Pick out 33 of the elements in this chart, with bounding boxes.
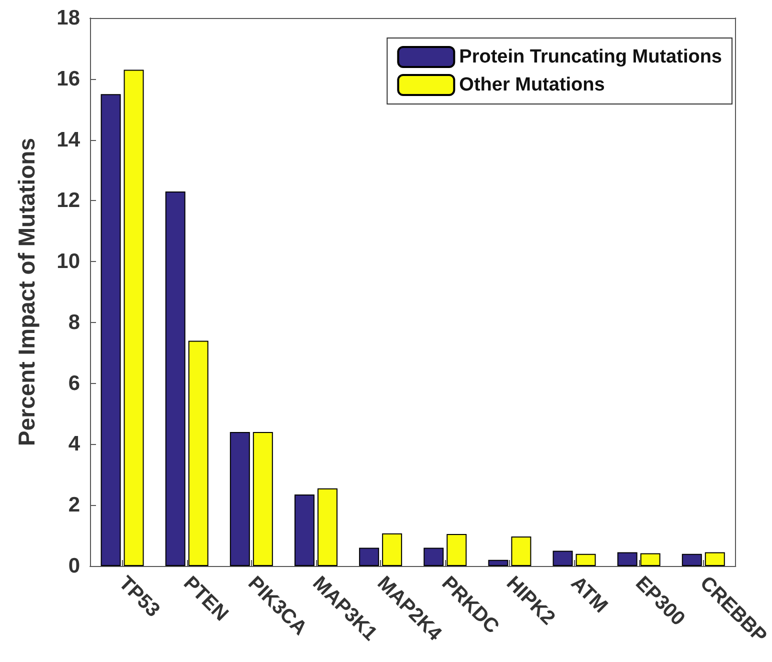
bar xyxy=(640,553,660,566)
legend-label: Other Mutations xyxy=(459,74,605,96)
bar xyxy=(446,534,467,566)
y-tick-label: 0 xyxy=(68,554,80,578)
bar xyxy=(252,432,273,566)
y-tick-label: 18 xyxy=(56,6,80,30)
bar xyxy=(359,548,380,566)
bar xyxy=(682,554,702,566)
bar xyxy=(124,70,144,566)
bar xyxy=(100,94,121,566)
y-axis-title: Percent Impact of Mutations xyxy=(14,138,40,446)
bar xyxy=(617,552,638,566)
bar xyxy=(488,560,508,566)
y-tick-label: 2 xyxy=(68,494,80,517)
bar xyxy=(188,340,208,566)
y-tick-label: 14 xyxy=(56,128,80,152)
bar xyxy=(294,494,314,566)
legend-label: Protein Truncating Mutations xyxy=(459,46,722,68)
y-tick-label: 12 xyxy=(56,189,80,212)
bar xyxy=(424,548,444,566)
bar xyxy=(165,192,186,566)
y-tick-label: 10 xyxy=(56,250,80,274)
y-tick-label: 4 xyxy=(68,432,80,456)
bar xyxy=(576,554,596,566)
bar xyxy=(511,536,532,566)
bar xyxy=(230,432,250,566)
bar xyxy=(552,550,573,566)
y-tick-label: 8 xyxy=(68,310,80,334)
bar xyxy=(317,488,338,566)
bar xyxy=(382,533,402,566)
y-tick-label: 6 xyxy=(68,372,80,395)
y-tick-label: 16 xyxy=(56,67,80,90)
bar xyxy=(704,552,725,566)
